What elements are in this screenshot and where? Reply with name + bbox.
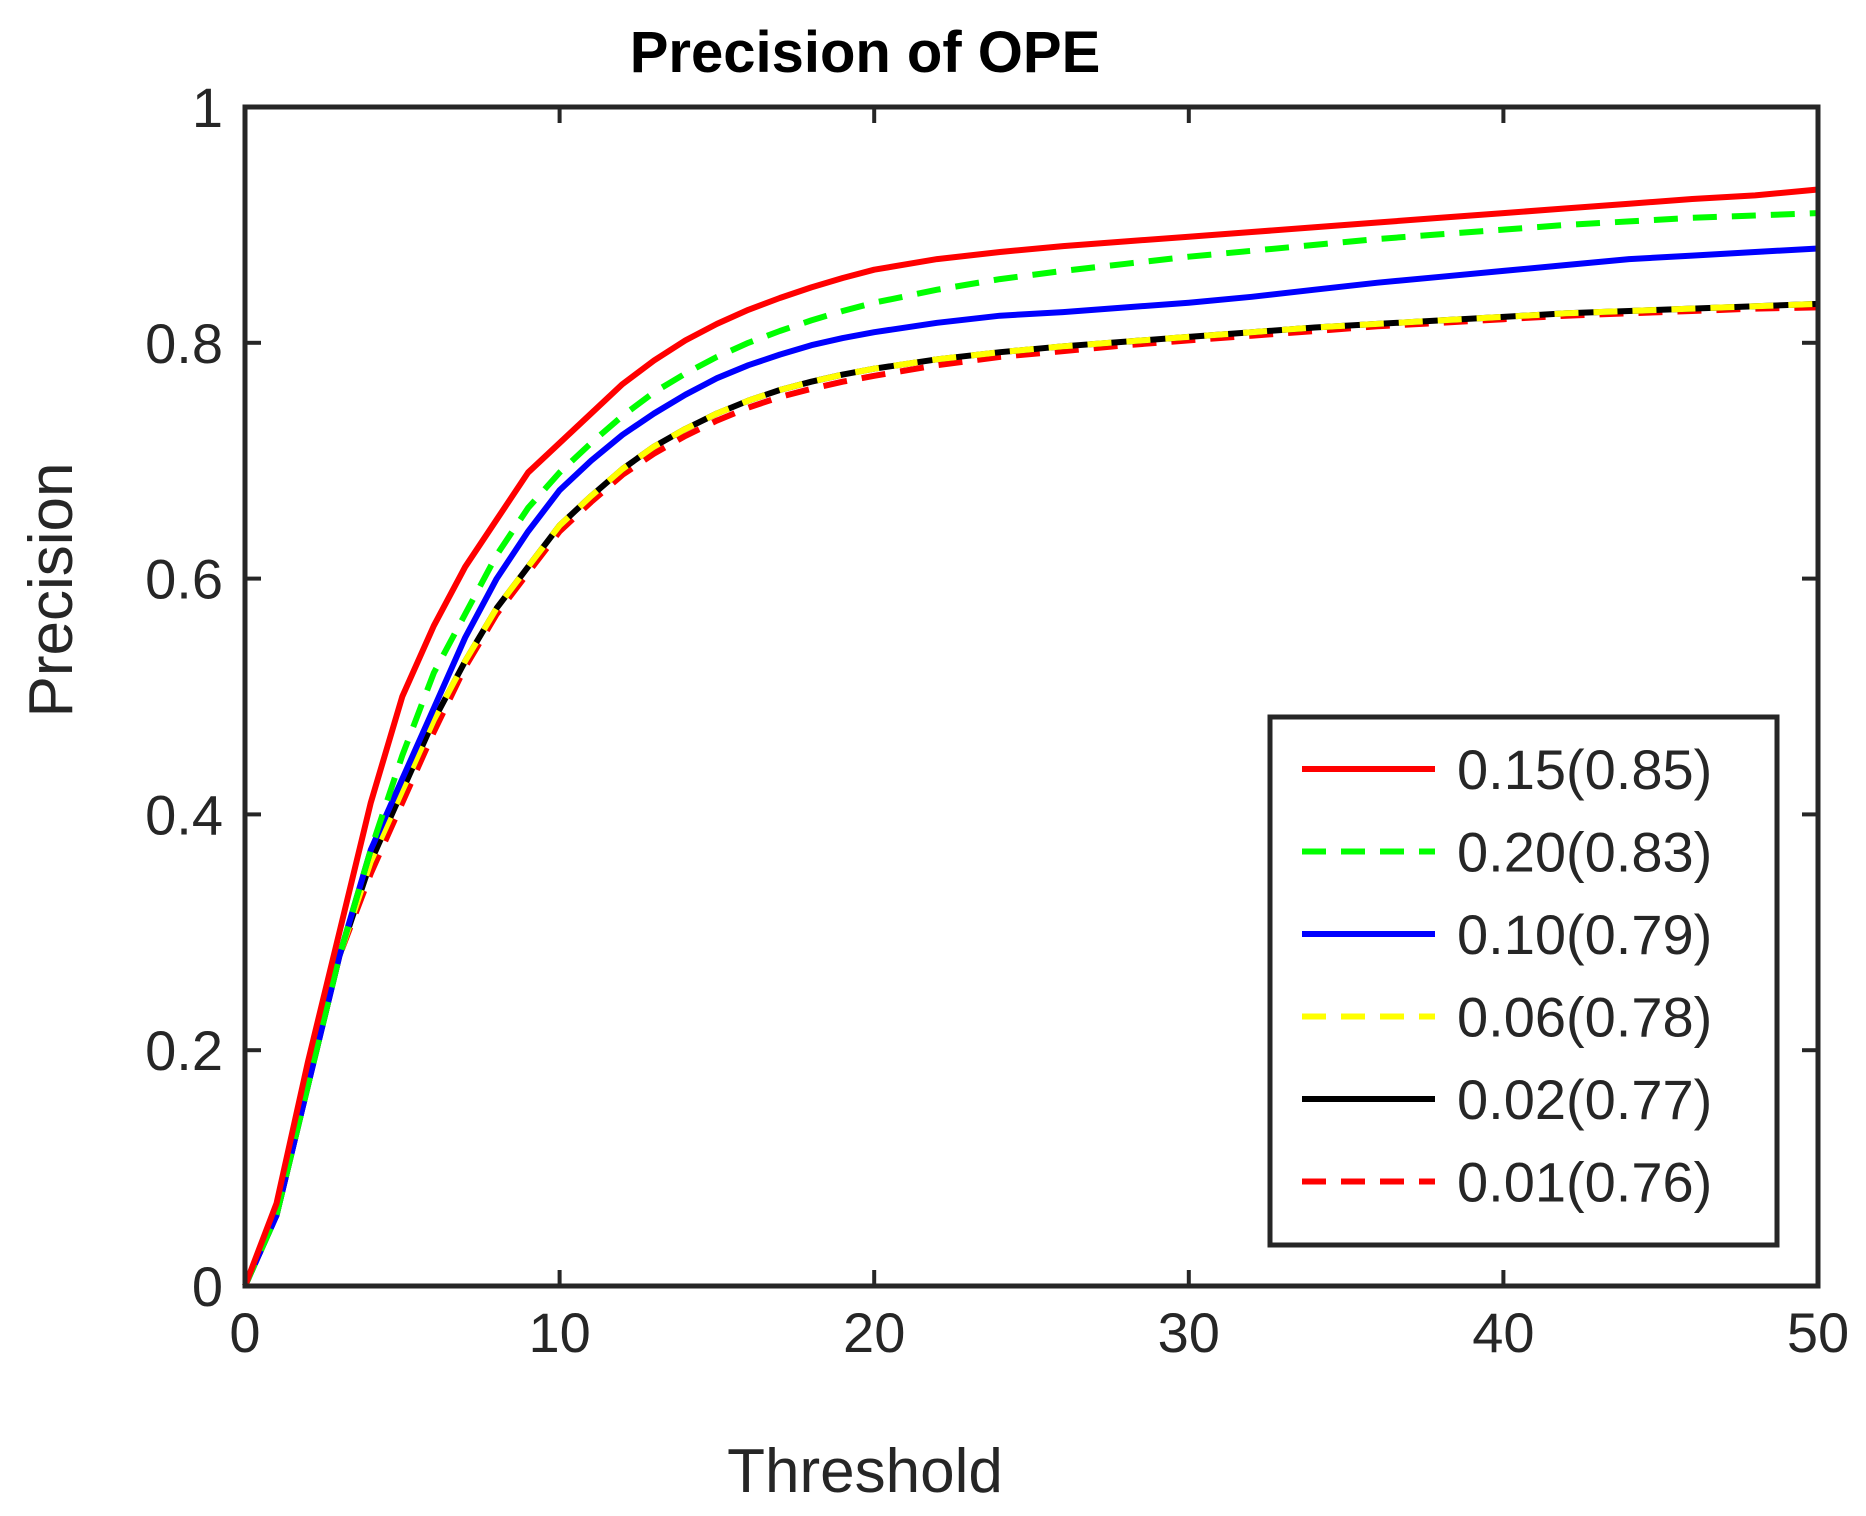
x-axis-label: Threshold (727, 1437, 1003, 1506)
legend-label-2: 0.20(0.83) (1457, 821, 1712, 884)
legend-label-6: 0.01(0.76) (1457, 1151, 1712, 1214)
ticks-layer: 0 10 20 30 40 50 0 0.2 0.4 0.6 0.8 1 (145, 76, 1849, 1364)
legend-box (1267, 714, 1780, 1248)
legend-label-3: 0.10(0.79) (1457, 903, 1712, 966)
y-tick-label: 0.4 (145, 783, 223, 846)
legend-label-4: 0.06(0.78) (1457, 986, 1712, 1049)
series-line-3 (242, 245, 1819, 1288)
legend-label-1: 0.15(0.85) (1457, 738, 1712, 801)
series-layer (242, 186, 1819, 1288)
chart-title: Precision of OPE (630, 20, 1101, 85)
x-tick-label: 40 (1472, 1301, 1534, 1364)
y-tick-label: 0.2 (145, 1019, 223, 1082)
x-tick-label: 30 (1158, 1301, 1220, 1364)
legend-label-5: 0.02(0.77) (1457, 1068, 1712, 1131)
x-tick-label: 20 (843, 1301, 905, 1364)
y-tick-label: 1 (192, 76, 223, 139)
x-tick-label: 50 (1787, 1301, 1849, 1364)
y-tick-label: 0.6 (145, 548, 223, 611)
x-tick-label: 0 (229, 1301, 260, 1364)
plot-frame (242, 104, 1821, 1289)
series-line-4 (242, 300, 1819, 1288)
series-line-2 (242, 210, 1819, 1288)
y-tick-label: 0 (192, 1255, 223, 1318)
y-tick-label: 0.8 (145, 312, 223, 375)
y-axis-label: Precision (17, 463, 86, 718)
x-tick-label: 10 (528, 1301, 590, 1364)
series-line-1 (242, 186, 1819, 1288)
legend: 0.15(0.85) 0.20(0.83) 0.10(0.79) 0.06(0.78)… (1267, 714, 1780, 1248)
